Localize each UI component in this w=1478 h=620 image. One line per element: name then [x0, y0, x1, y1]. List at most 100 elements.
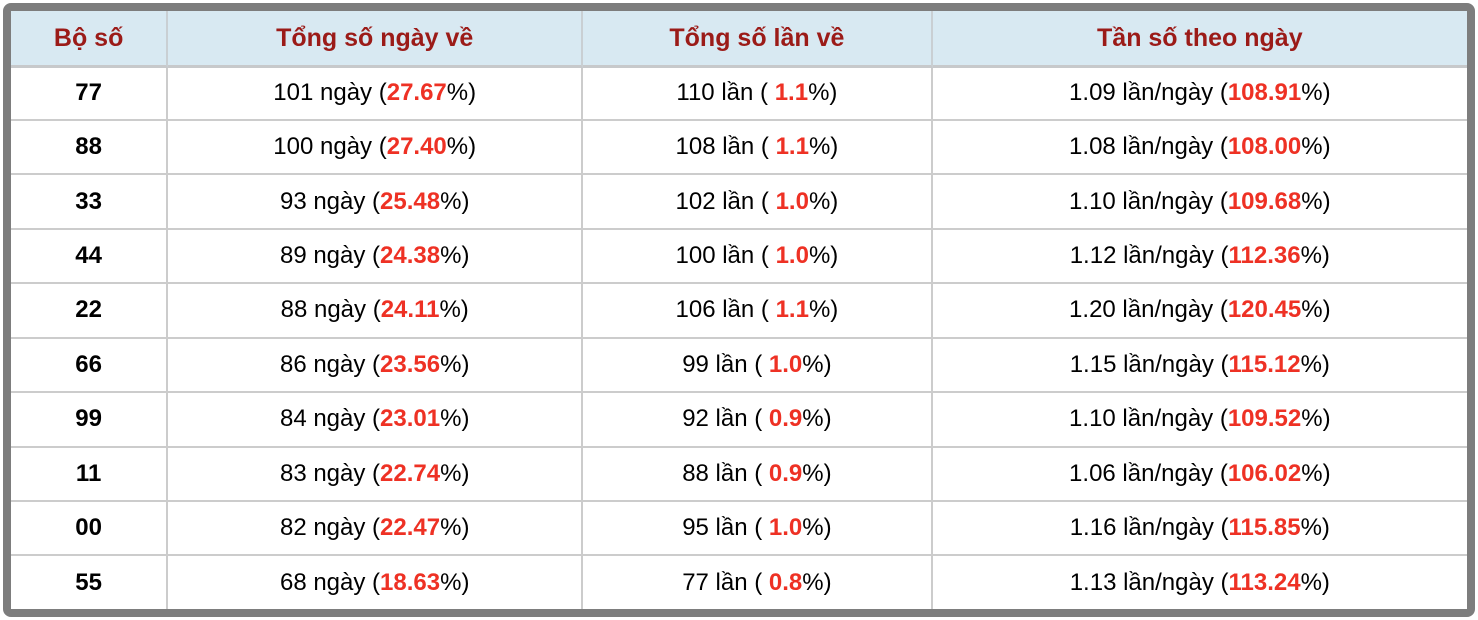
header-row: Bộ số Tổng số ngày về Tổng số lần về Tần… [11, 11, 1467, 68]
cell-tan-so-theo-ngay: 1.08 lần/ngày (108.00%) [932, 118, 1467, 174]
cell-tong-so-ngay-ve: 68 ngày (18.63%) [168, 554, 584, 609]
ngay-percent: 22.74 [380, 459, 441, 487]
cell-tan-so-theo-ngay: 1.06 lần/ngày (106.02%) [932, 445, 1467, 500]
table-row: 11 83 ngày (22.74%) 88 lần ( 0.9%) 1.06 … [11, 445, 1467, 500]
cell-bo-so: 88 [11, 118, 169, 174]
bo-so-value: 44 [75, 241, 102, 269]
tan-text: 1.08 lần/ngày ( [1069, 133, 1228, 161]
ngay-percent: 27.67 [386, 79, 447, 107]
lan-percent: 1.1 [775, 133, 809, 161]
cell-tong-so-lan-ve: 95 lần ( 1.0%) [583, 500, 933, 555]
lan-text-close: %) [808, 187, 839, 215]
table-row: 66 86 ngày (23.56%) 99 lần ( 1.0%) 1.15 … [11, 336, 1467, 392]
tan-text-close: %) [1301, 187, 1331, 215]
lan-text-close: %) [808, 241, 839, 269]
cell-tan-so-theo-ngay: 1.09 lần/ngày (108.91%) [932, 68, 1467, 119]
table-row: 44 89 ngày (24.38%) 100 lần ( 1.0%) 1.12… [11, 227, 1467, 283]
ngay-text-close: %) [440, 405, 470, 433]
lan-percent: 0.9 [768, 405, 803, 433]
column-header-tan-so-theo-ngay: Tần số theo ngày [932, 11, 1467, 68]
cell-tan-so-theo-ngay: 1.12 lần/ngày (112.36%) [932, 227, 1467, 283]
lan-percent: 1.0 [775, 187, 809, 215]
tan-percent: 112.36 [1228, 241, 1301, 269]
bo-so-value: 77 [75, 79, 102, 107]
ngay-percent: 23.56 [380, 350, 441, 378]
table-row: 77 101 ngày (27.67%) 110 lần ( 1.1%) 1.0… [11, 68, 1467, 119]
lan-text: 108 lần ( [675, 133, 776, 161]
lan-text-close: %) [802, 350, 832, 378]
cell-tong-so-ngay-ve: 88 ngày (24.11%) [168, 282, 584, 337]
lan-text-close: %) [802, 405, 832, 433]
tan-text: 1.16 lần/ngày ( [1069, 514, 1229, 542]
lan-text: 106 lần ( [675, 296, 776, 324]
lan-text-close: %) [802, 514, 832, 542]
tan-percent: 115.12 [1228, 350, 1301, 378]
tan-percent: 108.00 [1227, 133, 1302, 161]
tan-text: 1.13 lần/ngày ( [1069, 568, 1229, 596]
lan-text: 77 lần ( [682, 568, 769, 596]
cell-tong-so-lan-ve: 110 lần ( 1.1%) [583, 68, 933, 119]
lan-text: 95 lần ( [682, 514, 769, 542]
bo-so-value: 00 [75, 514, 102, 542]
lan-percent: 1.1 [774, 79, 809, 107]
ngay-text-close: %) [440, 241, 470, 269]
tan-text-close: %) [1300, 568, 1330, 596]
cell-tan-so-theo-ngay: 1.20 lần/ngày (120.45%) [932, 282, 1467, 337]
tan-text-close: %) [1301, 296, 1331, 324]
cell-tan-so-theo-ngay: 1.10 lần/ngày (109.68%) [932, 173, 1467, 228]
lan-text: 92 lần ( [682, 405, 769, 433]
cell-tong-so-ngay-ve: 82 ngày (22.47%) [168, 500, 584, 555]
ngay-percent: 22.47 [380, 514, 441, 542]
ngay-text: 100 ngày ( [273, 133, 387, 161]
ngay-text-close: %) [439, 296, 469, 324]
bo-so-value: 88 [75, 133, 102, 161]
ngay-text: 89 ngày ( [279, 241, 381, 269]
ngay-text: 86 ngày ( [279, 350, 381, 378]
ngay-text-close: %) [440, 350, 470, 378]
table-body: 77 101 ngày (27.67%) 110 lần ( 1.1%) 1.0… [11, 68, 1467, 609]
lan-text-close: %) [802, 459, 832, 487]
lan-text-close: %) [808, 133, 839, 161]
tan-text-close: %) [1301, 79, 1331, 107]
tan-text-close: %) [1301, 405, 1331, 433]
bo-so-value: 55 [75, 568, 102, 596]
tan-percent: 108.91 [1227, 79, 1302, 107]
cell-bo-so: 22 [11, 282, 169, 337]
lan-percent: 1.0 [775, 241, 809, 269]
bo-so-value: 66 [75, 350, 102, 378]
lottery-frequency-table: Bộ số Tổng số ngày về Tổng số lần về Tần… [11, 11, 1467, 609]
tan-percent: 109.68 [1227, 187, 1302, 215]
ngay-text: 83 ngày ( [279, 459, 381, 487]
lan-text-close: %) [808, 296, 839, 324]
lan-text-close: %) [802, 568, 832, 596]
cell-tong-so-ngay-ve: 83 ngày (22.74%) [168, 445, 584, 500]
tan-percent: 106.02 [1227, 459, 1302, 487]
ngay-percent: 24.38 [380, 241, 441, 269]
cell-bo-so: 33 [11, 173, 169, 228]
cell-tan-so-theo-ngay: 1.16 lần/ngày (115.85%) [932, 500, 1467, 555]
cell-tong-so-lan-ve: 99 lần ( 1.0%) [583, 336, 933, 392]
table-header: Bộ số Tổng số ngày về Tổng số lần về Tần… [11, 11, 1467, 68]
tan-text: 1.15 lần/ngày ( [1069, 350, 1229, 378]
cell-tan-so-theo-ngay: 1.10 lần/ngày (109.52%) [932, 391, 1467, 446]
cell-tong-so-lan-ve: 92 lần ( 0.9%) [583, 391, 933, 446]
cell-tong-so-lan-ve: 102 lần ( 1.0%) [583, 173, 933, 228]
lan-percent: 0.9 [768, 459, 803, 487]
ngay-text-close: %) [440, 187, 470, 215]
ngay-percent: 24.11 [380, 296, 440, 324]
ngay-percent: 25.48 [380, 187, 441, 215]
tan-text-close: %) [1300, 350, 1330, 378]
tan-text: 1.09 lần/ngày ( [1069, 79, 1228, 107]
cell-tong-so-lan-ve: 106 lần ( 1.1%) [583, 282, 933, 337]
tan-text-close: %) [1300, 514, 1330, 542]
cell-tong-so-ngay-ve: 84 ngày (23.01%) [168, 391, 584, 446]
ngay-text-close: %) [440, 514, 470, 542]
ngay-text-close: %) [446, 79, 477, 107]
ngay-text: 82 ngày ( [279, 514, 381, 542]
ngay-text-close: %) [446, 133, 477, 161]
ngay-text: 88 ngày ( [280, 296, 381, 324]
ngay-text-close: %) [440, 459, 470, 487]
tan-text: 1.20 lần/ngày ( [1069, 296, 1228, 324]
tan-percent: 115.85 [1228, 514, 1301, 542]
tan-text-close: %) [1301, 133, 1331, 161]
